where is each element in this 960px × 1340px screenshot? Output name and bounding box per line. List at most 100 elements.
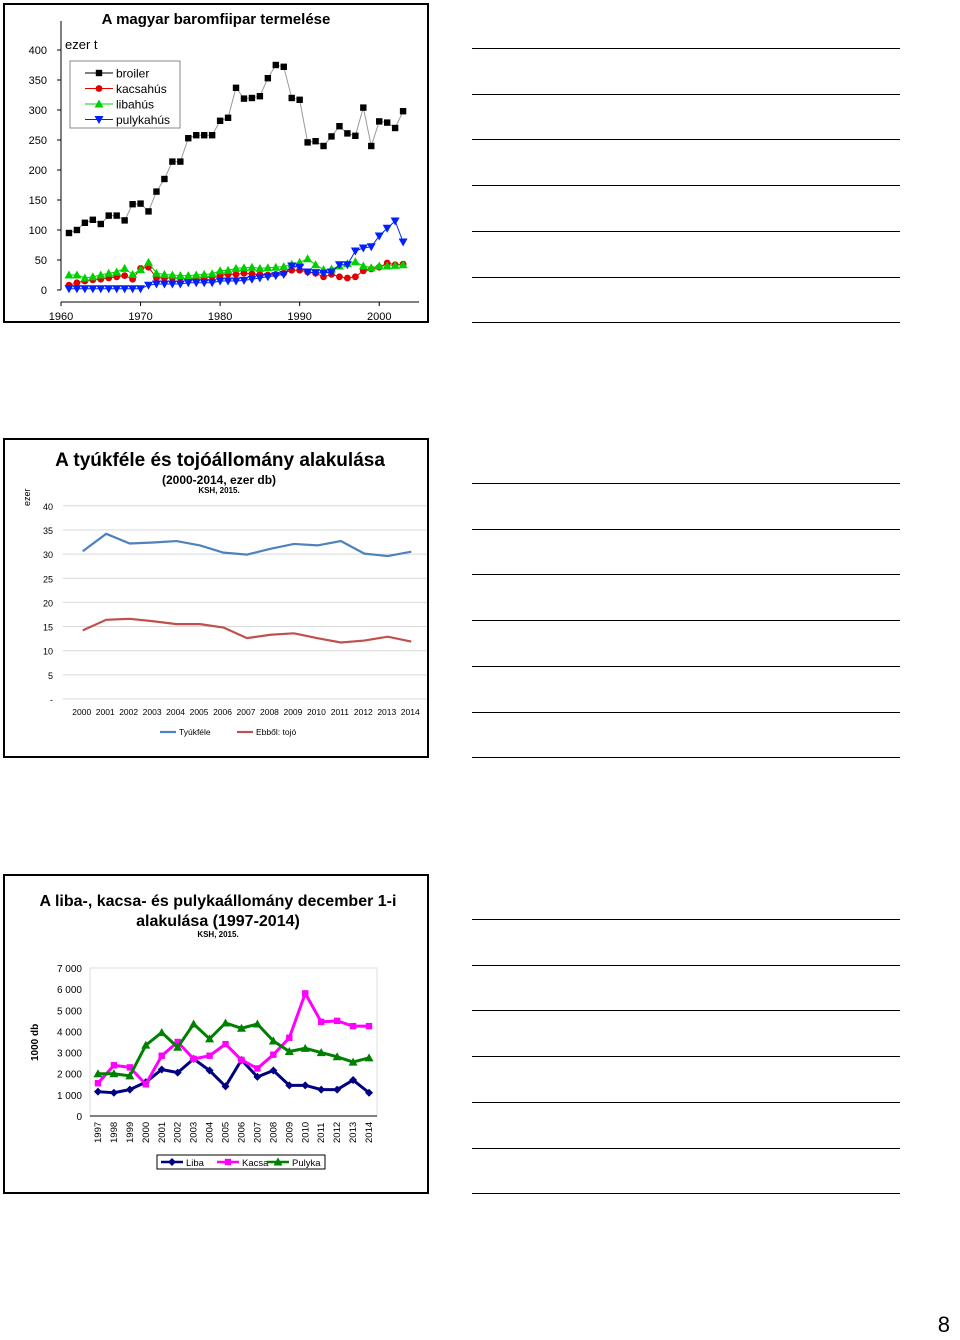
- data-point: [153, 188, 160, 195]
- data-point: [287, 262, 297, 271]
- data-point: [382, 261, 392, 270]
- plot-area: [89, 967, 378, 1117]
- data-point: [332, 1052, 342, 1061]
- data-point: [279, 270, 289, 279]
- data-point: [348, 1057, 358, 1066]
- data-point: [167, 270, 177, 279]
- x-tick-label: 1970: [128, 311, 152, 321]
- legend-label: pulykahús: [116, 113, 170, 127]
- data-point: [208, 132, 216, 139]
- data-point: [301, 1081, 310, 1090]
- data-point: [173, 1068, 182, 1077]
- data-point: [159, 269, 169, 278]
- x-tick-label: 1998: [109, 1122, 120, 1143]
- data-point: [399, 108, 407, 115]
- y-tick-label: 6 000: [57, 985, 82, 996]
- legend: Tyúkféle Ebből: tojó: [160, 727, 296, 737]
- note-line: [472, 1147, 900, 1149]
- data-point: [109, 1069, 119, 1078]
- data-point: [72, 285, 82, 294]
- y-tick-label: 200: [29, 165, 47, 177]
- data-point: [94, 1080, 102, 1087]
- data-point: [215, 266, 225, 275]
- data-point: [319, 269, 329, 278]
- legend-label: Ebből: tojó: [256, 727, 296, 737]
- data-point: [390, 260, 400, 269]
- legend-label: kacsahús: [116, 82, 167, 96]
- data-point: [73, 279, 81, 287]
- data-point: [216, 117, 224, 124]
- data-point: [303, 254, 313, 263]
- data-point: [128, 285, 138, 294]
- note-line: [472, 711, 900, 713]
- x-tick-label: 2013: [348, 1122, 359, 1143]
- series-line: [97, 1021, 370, 1078]
- y-tick-label: 0: [41, 285, 47, 297]
- y-tick-label: 350: [29, 75, 47, 87]
- data-point: [223, 265, 233, 274]
- data-point: [317, 1018, 325, 1026]
- y-tick-label: 100: [29, 225, 47, 237]
- data-point: [364, 1053, 374, 1062]
- data-point: [125, 1085, 134, 1094]
- data-point: [136, 285, 146, 294]
- data-point: [239, 263, 249, 272]
- x-tick-label: 2001: [157, 1122, 168, 1143]
- data-point: [366, 243, 376, 252]
- x-tick-label: 2014: [401, 707, 420, 717]
- x-tick-label: 1990: [287, 311, 311, 321]
- data-point: [104, 268, 114, 277]
- data-point: [183, 279, 193, 288]
- legend-box: [69, 60, 181, 129]
- data-point: [279, 262, 289, 271]
- data-point: [268, 1036, 278, 1045]
- note-line: [472, 1010, 900, 1012]
- data-point: [336, 123, 343, 130]
- data-point: [215, 277, 225, 286]
- chart-goose-duck-turkey-stock-svg: A liba-, kacsa- és pulykaállomány decemb…: [30, 893, 396, 1170]
- legend-label: Kacsa: [242, 1158, 269, 1169]
- data-point: [221, 1018, 231, 1027]
- data-point: [358, 244, 368, 253]
- data-point: [342, 261, 352, 270]
- note-line: [472, 528, 900, 530]
- data-point: [351, 273, 359, 281]
- data-point: [120, 285, 130, 294]
- data-point: [167, 280, 177, 289]
- y-tick-label: 20: [43, 598, 53, 608]
- data-point: [231, 277, 241, 286]
- data-point: [205, 1066, 214, 1075]
- legend-marker: [94, 116, 104, 124]
- x-tick-label: 2012: [354, 707, 373, 717]
- data-point: [239, 276, 249, 285]
- data-point: [374, 232, 384, 241]
- data-point: [295, 263, 305, 272]
- data-point: [263, 273, 273, 282]
- y-tick-label: 40: [43, 502, 53, 512]
- data-point: [64, 285, 74, 294]
- chart-subtitle: (2000-2014, ezer db): [162, 473, 276, 487]
- data-point: [191, 270, 201, 279]
- y-tick-label: 1 000: [57, 1091, 82, 1102]
- data-point: [73, 226, 81, 234]
- data-point: [128, 269, 138, 278]
- data-point: [365, 1088, 374, 1097]
- data-point: [193, 132, 200, 139]
- data-point: [144, 257, 154, 266]
- data-point: [360, 104, 367, 111]
- y-tick-label: 50: [35, 255, 47, 267]
- legend-box: [156, 1154, 326, 1170]
- data-point: [232, 271, 240, 278]
- data-point: [157, 1027, 167, 1036]
- x-tick-label: 2000: [72, 707, 91, 717]
- series-Kacsa: [94, 989, 373, 1088]
- data-point: [224, 114, 232, 121]
- x-tick-label: 2007: [252, 1122, 263, 1143]
- data-point: [398, 238, 408, 247]
- data-point: [286, 1034, 293, 1041]
- x-tick-label: 2009: [284, 1122, 295, 1143]
- x-tick-label: 2002: [173, 1122, 184, 1143]
- y-tick-label: 5: [48, 671, 53, 681]
- data-point: [350, 257, 360, 266]
